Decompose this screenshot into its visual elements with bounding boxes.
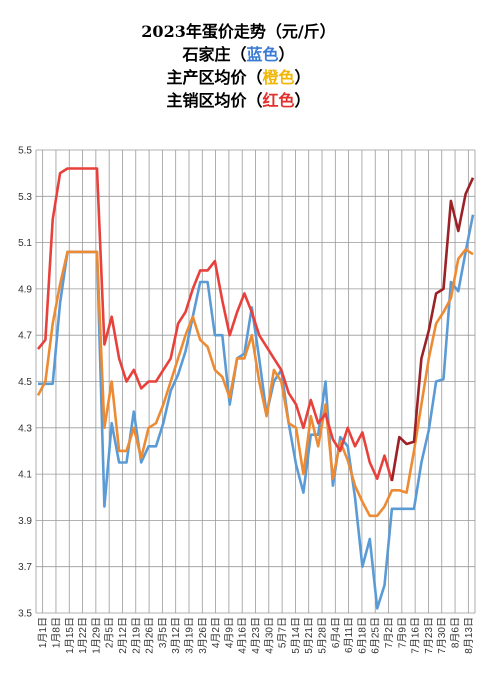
x-tick-label: 8月13日	[463, 617, 475, 654]
x-tick-label: 1月8日	[50, 617, 62, 648]
chart-grid	[35, 149, 476, 614]
chart-title-block: 2023年蛋价走势（元/斤） 石家庄（蓝色） 主产区均价（橙色） 主销区均价（红…	[0, 20, 477, 112]
x-tick-label: 7月30日	[436, 617, 448, 654]
legend-shijiazhuang-prefix: 石家庄（	[182, 45, 247, 64]
x-tick-label: 2月12日	[117, 617, 129, 654]
y-tick-label: 4.1	[18, 470, 32, 481]
legend-main-sales-suffix: ）	[294, 91, 311, 110]
series-line-main-sales-late	[390, 177, 475, 482]
y-tick-label: 3.7	[18, 562, 32, 573]
x-tick-label: 5月14日	[290, 617, 302, 654]
x-tick-label: 3月26日	[197, 617, 209, 654]
x-tick-label: 1月1日	[37, 617, 49, 648]
x-tick-label: 7月23日	[423, 617, 435, 654]
x-tick-label: 3月5日	[157, 617, 169, 648]
series-lines	[36, 167, 475, 610]
x-tick-label: 4月16日	[237, 617, 249, 654]
legend-main-sales-color-word: 红色	[262, 91, 295, 110]
x-tick-label: 4月30日	[263, 617, 275, 654]
series-line-main-production	[36, 248, 474, 518]
x-tick-label: 3月19日	[183, 617, 195, 654]
x-tick-label: 8月6日	[450, 617, 462, 648]
x-tick-label: 1月15日	[64, 617, 76, 654]
x-tick-label: 4月2日	[210, 617, 222, 648]
x-tick-label: 2月5日	[104, 617, 116, 648]
chart-title: 2023年蛋价走势（元/斤）	[141, 22, 336, 41]
x-tick-label: 6月18日	[356, 617, 368, 654]
x-tick-label: 5月7日	[277, 617, 289, 648]
x-tick-label: 7月16日	[410, 617, 422, 654]
x-axis-labels: 1月1日 1月8日 1月15日 1月22日 1月29日 2月5日 2月12日 2月19日 2月2…	[37, 617, 475, 654]
x-tick-label: 6月4日	[330, 617, 342, 648]
y-tick-label: 3.5	[18, 609, 32, 620]
y-tick-label: 4.5	[18, 377, 32, 388]
x-tick-label: 4月9日	[223, 617, 235, 648]
legend-main-sales-prefix: 主销区均价（	[166, 91, 263, 110]
legend-shijiazhuang-color-word: 蓝色	[246, 45, 279, 64]
y-tick-label: 5.5	[18, 146, 32, 157]
y-tick-label: 4.3	[18, 423, 32, 434]
y-tick-label: 5.1	[18, 238, 32, 249]
x-tick-label: 7月2日	[383, 617, 395, 648]
x-tick-label: 1月22日	[77, 617, 89, 654]
x-tick-label: 6月11日	[343, 617, 355, 653]
x-tick-label: 2月19日	[130, 617, 142, 654]
y-tick-label: 5.3	[18, 192, 32, 203]
legend-main-production-prefix: 主产区均价（	[166, 68, 263, 87]
series-line-shijiazhuang	[38, 214, 475, 610]
legend-main-production-color-word: 橙色	[262, 68, 295, 87]
legend-main-production-suffix: ）	[294, 68, 311, 87]
y-axis-labels: 3.5 3.7 3.9 4.1 4.3 4.5 4.7 4.9 5.1 5.3 5.5	[18, 146, 32, 620]
x-tick-label: 1月29日	[90, 617, 102, 654]
y-tick-label: 4.9	[18, 284, 32, 295]
legend-main-sales: 主销区均价（红色）	[0, 89, 477, 112]
series-line-main-sales	[36, 167, 394, 482]
x-tick-label: 4月23日	[250, 617, 262, 654]
legend-main-production: 主产区均价（橙色）	[0, 66, 477, 89]
x-tick-label: 2月26日	[144, 617, 156, 654]
x-tick-label: 6月25日	[370, 617, 382, 654]
y-tick-label: 3.9	[18, 516, 32, 527]
x-tick-label: 5月28日	[317, 617, 329, 654]
legend-shijiazhuang: 石家庄（蓝色）	[0, 43, 477, 66]
y-tick-label: 4.7	[18, 331, 32, 342]
x-tick-label: 7月9日	[396, 617, 408, 648]
legend-shijiazhuang-suffix: ）	[278, 45, 295, 64]
x-tick-label: 3月12日	[170, 617, 182, 654]
x-tick-label: 5月21日	[303, 617, 315, 654]
